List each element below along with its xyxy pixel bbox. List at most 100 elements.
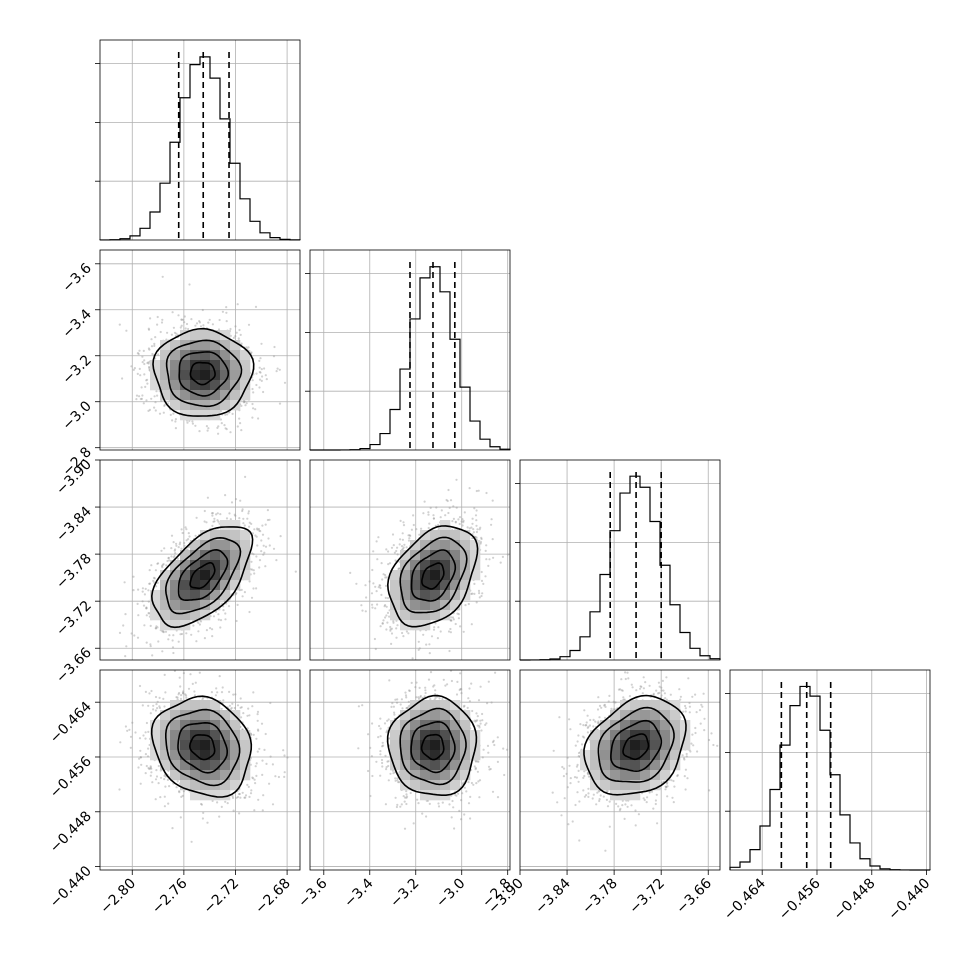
- scatter-point: [139, 756, 142, 759]
- scatter-point: [385, 766, 388, 769]
- scatter-point: [231, 795, 234, 798]
- scatter-point: [192, 624, 195, 627]
- scatter-point: [158, 706, 161, 710]
- scatter-point: [379, 753, 382, 756]
- scatter-point: [409, 791, 412, 795]
- contour-level-3: [386, 525, 479, 628]
- scatter-point: [612, 708, 615, 711]
- scatter-point: [195, 516, 198, 519]
- scatter-point: [591, 797, 594, 800]
- scatter-point: [460, 818, 463, 821]
- scatter-point: [179, 685, 182, 688]
- density-cell: [640, 740, 651, 751]
- scatter-point: [149, 767, 152, 770]
- scatter-point: [379, 586, 382, 590]
- x-tick-label-p0: −2.72: [201, 876, 243, 918]
- density-cell: [210, 770, 221, 781]
- scatter-point: [407, 534, 410, 537]
- scatter-point: [219, 626, 222, 629]
- scatter-point: [367, 733, 370, 736]
- scatter-point: [394, 779, 397, 782]
- scatter-point: [399, 538, 402, 541]
- scatter-point: [242, 517, 245, 520]
- scatter-point: [480, 729, 483, 732]
- scatter-point: [194, 424, 197, 427]
- scatter-point: [379, 750, 382, 753]
- density-cell: [420, 540, 431, 551]
- scatter-point: [156, 707, 159, 710]
- scatter-point: [486, 744, 490, 748]
- density-cell: [430, 530, 441, 541]
- scatter-point: [449, 631, 452, 634]
- scatter-point: [252, 587, 255, 590]
- scatter-point: [437, 626, 440, 629]
- scatter-point: [145, 606, 148, 609]
- scatter-point: [583, 709, 586, 712]
- density-cell: [170, 590, 181, 601]
- scatter-point: [586, 731, 590, 734]
- scatter-point: [282, 749, 285, 752]
- scatter-point: [149, 645, 152, 648]
- scatter-point: [191, 682, 194, 686]
- histogram-p0: [99, 56, 301, 241]
- scatter-point: [418, 686, 421, 690]
- scatter-point: [390, 642, 393, 646]
- scatter-point: [163, 778, 166, 781]
- scatter-point: [583, 795, 587, 798]
- scatter-point: [244, 451, 246, 453]
- density-cell: [240, 530, 251, 541]
- density-cell: [400, 570, 411, 581]
- scatter-point: [180, 528, 183, 531]
- scatter-point: [143, 624, 146, 627]
- density-cell: [180, 760, 191, 771]
- scatter-point: [271, 803, 275, 806]
- scatter-point: [258, 559, 262, 562]
- scatter-point: [220, 410, 223, 413]
- scatter-point: [454, 793, 457, 796]
- scatter-point: [172, 634, 175, 637]
- scatter-point: [175, 542, 178, 545]
- density-cell: [440, 730, 451, 741]
- scatter-point: [245, 402, 248, 405]
- scatter-point: [158, 696, 161, 700]
- scatter-point: [657, 692, 660, 695]
- scatter-point: [490, 518, 493, 521]
- scatter-point: [171, 646, 175, 649]
- scatter-point: [652, 807, 655, 810]
- density-cell: [240, 380, 251, 391]
- density-cell: [430, 700, 441, 711]
- scatter-point: [470, 592, 473, 596]
- scatter-point: [130, 632, 133, 635]
- density-cell: [450, 720, 461, 731]
- scatter-point: [255, 762, 258, 765]
- scatter-point: [212, 615, 216, 618]
- scatter-point: [147, 612, 150, 615]
- scatter-point: [144, 385, 147, 388]
- contour-level-1: [610, 719, 663, 773]
- scatter-point: [185, 528, 188, 531]
- density-cell: [660, 710, 671, 721]
- density-cell: [160, 610, 171, 621]
- scatter-point: [253, 809, 256, 812]
- scatter-point: [474, 720, 477, 723]
- scatter-point: [485, 491, 488, 495]
- scatter-point: [176, 696, 179, 699]
- scatter-point: [476, 770, 479, 773]
- scatter-point: [397, 781, 400, 784]
- density-cell: [430, 550, 441, 561]
- scatter-point: [402, 521, 405, 524]
- scatter-point: [457, 518, 460, 521]
- scatter-point: [684, 704, 687, 708]
- scatter-point: [686, 777, 689, 780]
- scatter-point: [373, 637, 376, 641]
- scatter-point: [606, 790, 609, 793]
- density-panel-p2-p3: [519, 669, 721, 871]
- density-cell: [220, 370, 231, 381]
- scatter-point: [596, 721, 599, 725]
- scatter-point: [389, 629, 392, 632]
- density-cell: [450, 550, 461, 561]
- scatter-point: [479, 722, 482, 725]
- scatter-point: [217, 432, 220, 435]
- scatter-point: [634, 809, 637, 812]
- scatter-point: [464, 604, 467, 607]
